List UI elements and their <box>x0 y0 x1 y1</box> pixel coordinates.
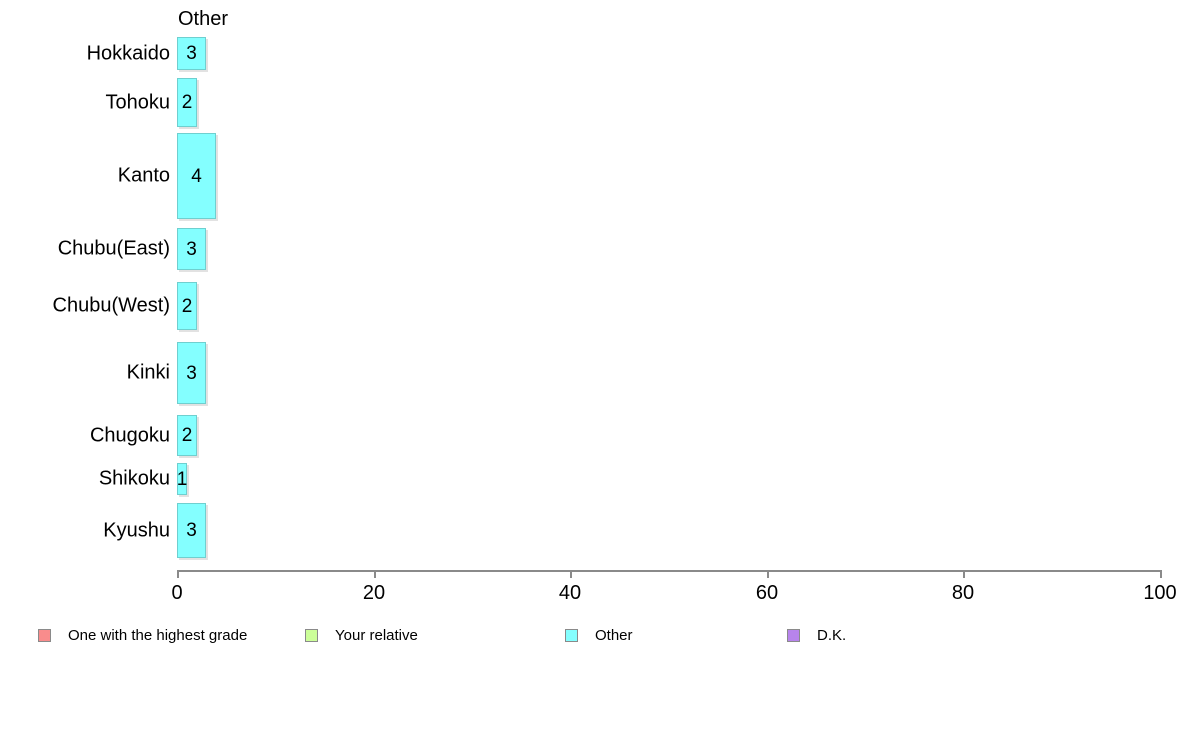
bar-value-label: 2 <box>181 92 193 113</box>
legend-swatch-icon <box>38 629 51 642</box>
category-label: Kinki <box>126 361 170 384</box>
legend-label: Your relative <box>335 627 418 644</box>
bar: 3 <box>177 37 206 70</box>
category-label: Chugoku <box>89 424 170 446</box>
bar-value-label: 4 <box>191 165 202 187</box>
category-label: Tohoku <box>105 91 171 113</box>
category-label: Hokkaido <box>86 42 170 64</box>
category-label: Kyushu <box>103 519 170 541</box>
bar: 3 <box>177 342 206 404</box>
bar-value-label: 3 <box>186 520 197 541</box>
x-axis-tick-label: 0 <box>171 582 183 604</box>
legend-label: One with the highest grade <box>68 627 248 644</box>
x-axis-tick <box>374 570 376 578</box>
legend-swatch-icon <box>305 629 318 642</box>
bar-value-label: 2 <box>181 295 193 317</box>
legend-item: D.K. <box>787 627 846 644</box>
category-label: Shikoku <box>98 467 170 490</box>
bar: 4 <box>177 133 216 219</box>
x-axis-line <box>177 570 1160 572</box>
bar: 3 <box>177 228 206 270</box>
legend-item: One with the highest grade <box>38 627 247 644</box>
bar: 2 <box>177 415 197 456</box>
x-axis-tick <box>767 570 769 578</box>
category-label: Chubu(East) <box>57 237 170 260</box>
x-axis-tick-label: 40 <box>558 582 582 604</box>
bar-value-label: 2 <box>181 425 193 446</box>
legend-item: Your relative <box>305 627 418 644</box>
x-axis-tick-label: 100 <box>1143 582 1177 604</box>
bar-value-label: 3 <box>186 43 197 64</box>
category-label: Chubu(West) <box>52 294 170 317</box>
bar: 1 <box>177 463 187 495</box>
bar: 3 <box>177 503 206 558</box>
bar-value-label: 3 <box>186 238 197 260</box>
legend-label: Other <box>595 627 633 644</box>
legend-item: Other <box>565 627 633 644</box>
legend-label: D.K. <box>817 627 847 644</box>
bar-value-label: 1 <box>176 468 188 490</box>
bar: 2 <box>177 78 197 127</box>
x-axis-tick <box>963 570 965 578</box>
x-axis-tick <box>177 570 179 578</box>
legend-swatch-icon <box>787 629 800 642</box>
bar-value-label: 3 <box>186 362 197 384</box>
bar: 2 <box>177 282 197 330</box>
category-label: Kanto <box>117 164 170 187</box>
legend-swatch-icon <box>565 629 578 642</box>
x-axis-tick <box>1160 570 1162 578</box>
x-axis-tick-label: 60 <box>755 582 779 604</box>
x-axis-tick-label: 20 <box>362 582 386 604</box>
x-axis-tick-label: 80 <box>951 582 975 604</box>
x-axis-tick <box>570 570 572 578</box>
column-header: Other <box>178 8 229 30</box>
